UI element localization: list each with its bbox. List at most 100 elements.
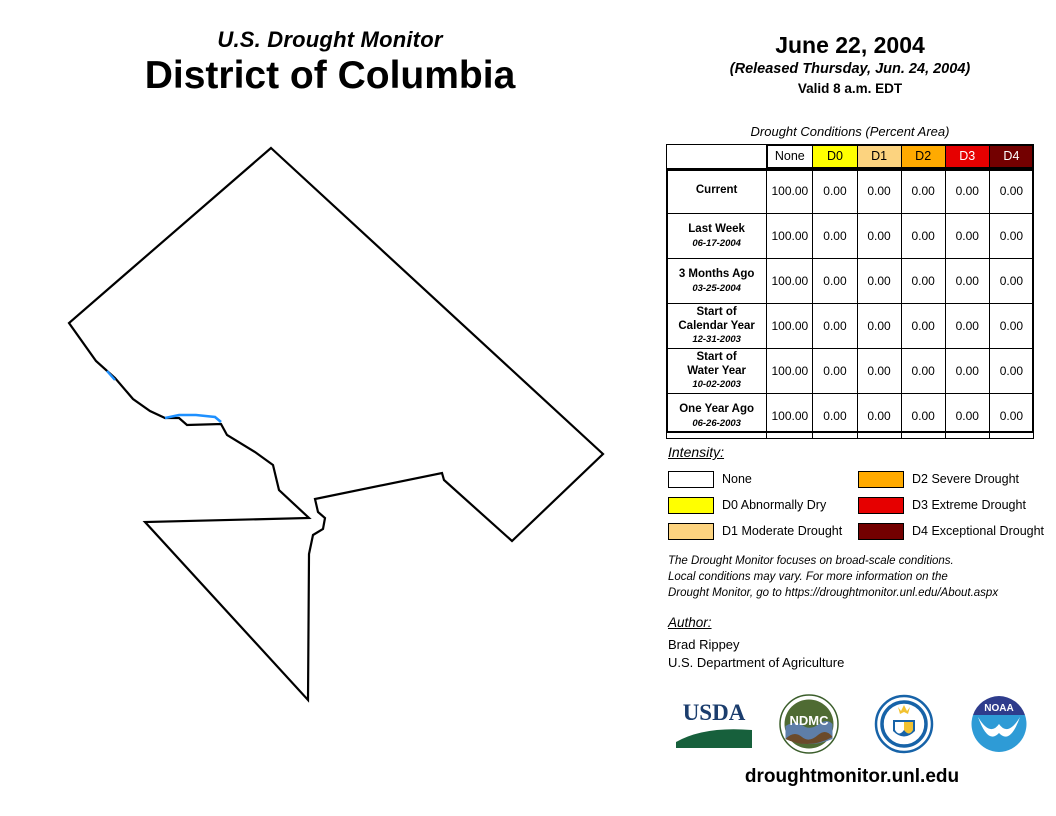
row-label-text: Start of Water Year [687, 351, 747, 377]
logo-strip: USDA NDMC [666, 688, 1046, 760]
usda-swoosh [675, 726, 752, 740]
table-caption: Drought Conditions (Percent Area) [750, 124, 950, 139]
row-label-3-months-ago: 3 Months Ago 03-25-2004 [665, 258, 768, 304]
swatch-none-icon [668, 470, 714, 488]
cell-current-d0: 0.00 [812, 168, 858, 214]
usda-field-shape [675, 729, 752, 748]
swatch-d0-icon [668, 496, 714, 514]
cell-oneyear-none: 100.00 [766, 393, 814, 439]
disclaimer-line-2: Local conditions may vary. For more info… [668, 570, 948, 583]
disclaimer-line-3: Drought Monitor, go to https://droughtmo… [668, 586, 999, 599]
legend-label-d2: D2 Severe Drought [912, 472, 1020, 486]
cell-oneyear-d2: 0.00 [900, 393, 946, 439]
legend-label-d1: D1 Moderate Drought [722, 524, 843, 538]
cell-calyear-d2: 0.00 [900, 303, 946, 349]
col-header-none: None [766, 144, 814, 169]
table-row: Start of Calendar Year 12-31-2003 100.00… [665, 303, 1035, 349]
legend-item-d3[interactable]: D3 Extreme Drought [858, 496, 1048, 514]
row-label-text: Last Week [688, 223, 745, 236]
potomac-river-segment-upper [106, 370, 116, 381]
cell-3mo-d2: 0.00 [900, 258, 946, 304]
commerce-eagle-icon [897, 705, 910, 714]
cell-lastweek-d0: 0.00 [812, 213, 858, 259]
legend-label-d0: D0 Abnormally Dry [722, 498, 827, 512]
usda-logo[interactable]: USDA [666, 688, 761, 760]
title-block: U.S. Drought Monitor District of Columbi… [0, 27, 660, 99]
date-block: June 22, 2004 (Released Thursday, Jun. 2… [660, 32, 1040, 96]
cell-lastweek-d2: 0.00 [900, 213, 946, 259]
noaa-wordmark: NOAA [984, 703, 1013, 714]
col-header-d4: D4 [988, 144, 1035, 169]
row-label-current: Current [665, 168, 768, 214]
cell-3mo-d3: 0.00 [944, 258, 990, 304]
cell-3mo-none: 100.00 [766, 258, 814, 304]
row-label-last-week: Last Week 06-17-2004 [665, 213, 768, 259]
cell-calyear-d4: 0.00 [988, 303, 1035, 349]
legend-row: D0 Abnormally Dry D3 Extreme Drought [668, 492, 1048, 518]
cell-lastweek-none: 100.00 [766, 213, 814, 259]
cell-calyear-d3: 0.00 [944, 303, 990, 349]
col-header-d3: D3 [944, 144, 990, 169]
commerce-shield-left [894, 722, 904, 734]
table-row: One Year Ago 06-26-2003 100.00 0.00 0.00… [665, 393, 1035, 439]
drought-conditions-table: None D0 D1 D2 D3 D4 Current 100.00 0.00 … [665, 144, 1035, 439]
ndmc-logo[interactable]: NDMC [761, 688, 856, 760]
legend-item-d4[interactable]: D4 Exceptional Drought [858, 522, 1048, 540]
dc-map[interactable] [55, 135, 635, 795]
valid-time: Valid 8 a.m. EDT [797, 81, 903, 97]
usda-wordmark: USDA [682, 700, 745, 725]
cell-oneyear-d4: 0.00 [988, 393, 1035, 439]
swatch-d1-icon [668, 522, 714, 540]
noaa-logo[interactable]: NOAA [951, 688, 1046, 760]
commerce-inner-ring [879, 700, 928, 748]
author-name: Brad Rippey [668, 637, 740, 652]
intensity-legend: None D2 Severe Drought D0 Abnormally Dry… [668, 466, 1048, 544]
legend-label-d3: D3 Extreme Drought [912, 498, 1026, 512]
ndmc-mountain-band [785, 731, 832, 745]
row-label-text: Start of Calendar Year [678, 306, 755, 332]
row-label-text: Current [695, 184, 738, 197]
noaa-sea [971, 715, 1026, 752]
col-header-d1: D1 [856, 144, 902, 169]
table-header-row: None D0 D1 D2 D3 D4 [665, 144, 1035, 169]
cell-oneyear-d1: 0.00 [856, 393, 902, 439]
cell-current-none: 100.00 [766, 168, 814, 214]
valid-date: June 22, 2004 [775, 32, 925, 58]
cell-calyear-none: 100.00 [766, 303, 814, 349]
row-label-start-calendar-year: Start of Calendar Year 12-31-2003 [665, 303, 768, 349]
legend-item-d2[interactable]: D2 Severe Drought [858, 470, 1048, 488]
commerce-logo[interactable] [856, 688, 951, 760]
col-header-d0: D0 [812, 144, 858, 169]
legend-label-d4: D4 Exceptional Drought [912, 524, 1045, 538]
legend-item-d1[interactable]: D1 Moderate Drought [668, 522, 858, 540]
cell-lastweek-d4: 0.00 [988, 213, 1035, 259]
swatch-d3-icon [858, 496, 904, 514]
cell-oneyear-d3: 0.00 [944, 393, 990, 439]
legend-row: None D2 Severe Drought [668, 466, 1048, 492]
row-label-date: 03-25-2004 [692, 282, 741, 294]
legend-item-none[interactable]: None [668, 470, 858, 488]
cell-wateryear-none: 100.00 [766, 348, 814, 394]
swatch-d4-icon [858, 522, 904, 540]
swatch-d2-icon [858, 470, 904, 488]
cell-3mo-d4: 0.00 [988, 258, 1035, 304]
ndmc-wordmark: NDMC [789, 713, 829, 728]
author-organization: U.S. Department of Agriculture [668, 655, 845, 671]
page-title: District of Columbia [144, 54, 516, 98]
cell-wateryear-d0: 0.00 [812, 348, 858, 394]
dc-boundary-polygon [67, 146, 605, 703]
cell-current-d4: 0.00 [988, 168, 1035, 214]
intensity-heading: Intensity: [668, 444, 725, 460]
site-url[interactable]: droughtmonitor.unl.edu [744, 766, 960, 787]
noaa-sky [972, 696, 1025, 715]
cell-wateryear-d1: 0.00 [856, 348, 902, 394]
info-panel: June 22, 2004 (Released Thursday, Jun. 2… [660, 0, 1056, 816]
legend-item-d0[interactable]: D0 Abnormally Dry [668, 496, 858, 514]
legend-row: D1 Moderate Drought D4 Exceptional Droug… [668, 518, 1048, 544]
cell-calyear-d0: 0.00 [812, 303, 858, 349]
noaa-bird-icon [977, 717, 1020, 737]
table-row: Current 100.00 0.00 0.00 0.00 0.00 0.00 [665, 168, 1035, 214]
table-row: 3 Months Ago 03-25-2004 100.00 0.00 0.00… [665, 258, 1035, 304]
row-label-date: 06-26-2003 [692, 417, 741, 429]
cell-lastweek-d1: 0.00 [856, 213, 902, 259]
